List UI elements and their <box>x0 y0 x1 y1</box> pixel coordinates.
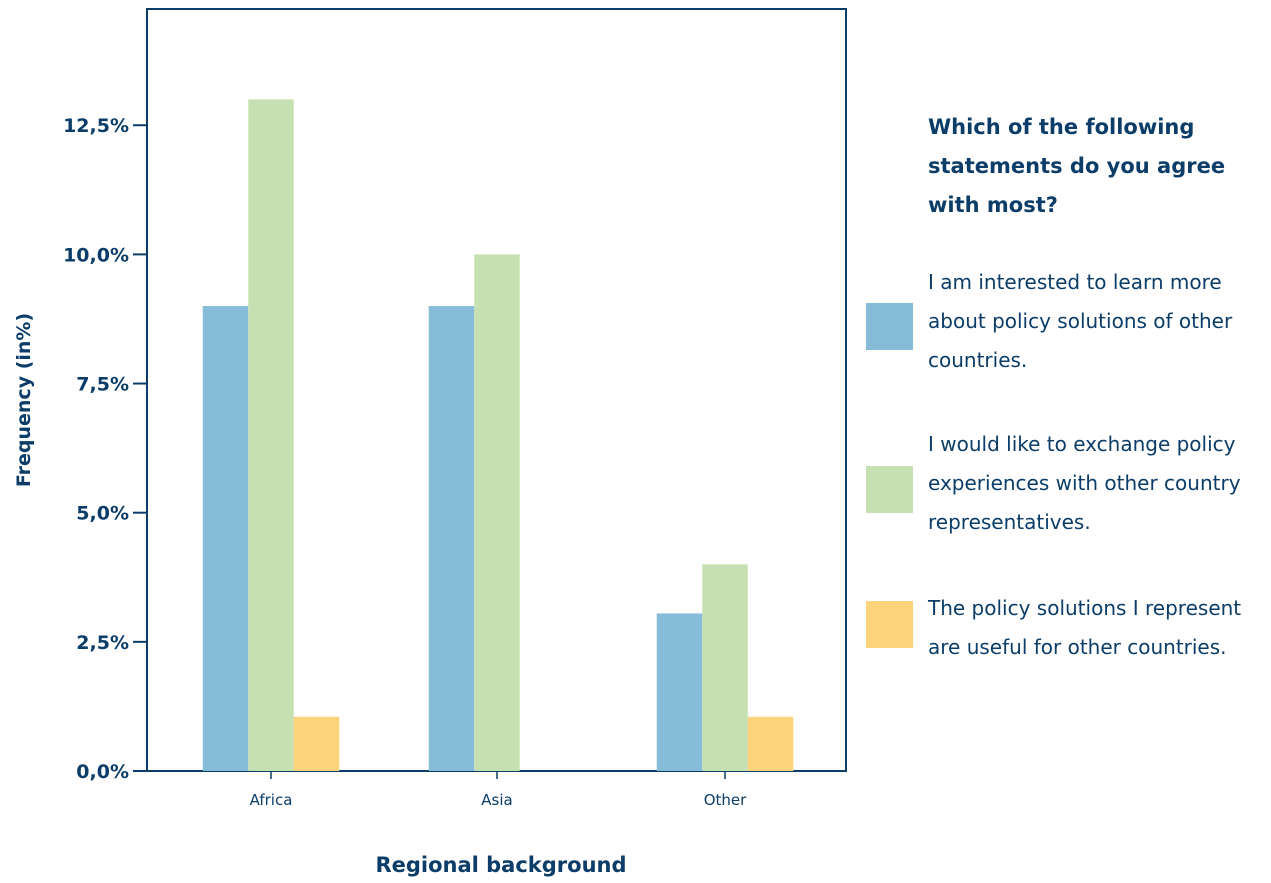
y-tick-label: 2,5% <box>76 632 129 654</box>
legend-label: I would like to exchange policy experien… <box>928 432 1241 534</box>
y-tick-label: 0,0% <box>76 761 129 783</box>
legend-swatch-blue <box>866 303 913 350</box>
x-tick-label: Other <box>704 791 747 809</box>
y-tick-label: 10,0% <box>63 244 129 266</box>
legend-title: Which of the following statements do you… <box>928 115 1226 217</box>
bars-group <box>202 99 794 771</box>
bar-other-series-2 <box>702 564 748 771</box>
y-tick-label: 7,5% <box>76 374 129 396</box>
y-tick-label: 12,5% <box>63 115 129 137</box>
x-axis-label: Regional background <box>375 853 626 877</box>
bar-asia-series-2 <box>474 254 520 771</box>
legend-label: I am interested to learn more about poli… <box>928 270 1233 372</box>
bar-other-series-1 <box>656 613 703 771</box>
legend-swatch-green <box>866 466 913 513</box>
legend-label: The policy solutions I represent are use… <box>928 596 1242 659</box>
bar-asia-series-1 <box>428 306 475 771</box>
bar-africa-series-2 <box>248 99 294 771</box>
bar-chart: 0,0% 2,5% 5,0% 7,5% 10,0% 12,5% Africa Asia Oth… <box>13 8 847 877</box>
bar-other-series-3 <box>747 716 794 771</box>
y-axis: 0,0% 2,5% 5,0% 7,5% 10,0% 12,5% <box>63 115 147 783</box>
y-tick-label: 5,0% <box>76 503 129 525</box>
bar-africa-series-1 <box>202 306 249 771</box>
x-tick-label: Asia <box>481 791 512 809</box>
y-axis-label: Frequency (in%) <box>13 313 35 487</box>
bar-africa-series-3 <box>293 716 340 771</box>
x-axis: Africa Asia Other <box>250 771 747 809</box>
legend-swatch-yellow <box>866 601 913 648</box>
x-tick-label: Africa <box>250 791 293 809</box>
